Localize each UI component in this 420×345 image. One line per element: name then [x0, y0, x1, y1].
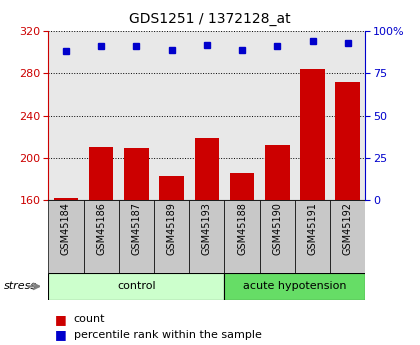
Text: GSM45192: GSM45192 — [343, 202, 353, 255]
Text: GSM45186: GSM45186 — [96, 202, 106, 255]
Bar — [300, 69, 325, 200]
Text: GSM45189: GSM45189 — [167, 202, 177, 255]
Text: GDS1251 / 1372128_at: GDS1251 / 1372128_at — [129, 12, 291, 26]
Bar — [84, 200, 119, 273]
Bar — [48, 200, 84, 273]
Bar — [224, 273, 365, 300]
Bar — [265, 145, 290, 200]
Bar — [154, 200, 189, 273]
Bar — [189, 200, 224, 273]
Text: control: control — [117, 282, 156, 291]
Text: GSM45193: GSM45193 — [202, 202, 212, 255]
Text: acute hypotension: acute hypotension — [243, 282, 346, 291]
Bar — [119, 200, 154, 273]
Bar — [159, 176, 184, 200]
Bar — [295, 200, 330, 273]
Text: GSM45187: GSM45187 — [131, 202, 142, 255]
Bar — [48, 273, 224, 300]
Text: GSM45188: GSM45188 — [237, 202, 247, 255]
Bar — [224, 200, 260, 273]
Text: count: count — [74, 314, 105, 324]
Bar — [194, 138, 219, 200]
Bar — [260, 200, 295, 273]
Bar — [54, 198, 78, 200]
Bar — [230, 172, 255, 200]
Bar — [124, 148, 149, 200]
Bar — [89, 147, 113, 200]
Text: GSM45184: GSM45184 — [61, 202, 71, 255]
Text: stress: stress — [4, 282, 37, 291]
Text: GSM45190: GSM45190 — [272, 202, 282, 255]
Bar — [336, 82, 360, 200]
Text: GSM45191: GSM45191 — [307, 202, 318, 255]
Text: percentile rank within the sample: percentile rank within the sample — [74, 330, 261, 339]
Bar — [330, 200, 365, 273]
Text: ■: ■ — [55, 328, 66, 341]
Text: ■: ■ — [55, 313, 66, 326]
